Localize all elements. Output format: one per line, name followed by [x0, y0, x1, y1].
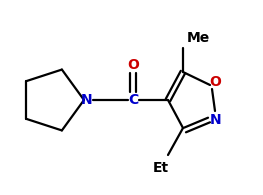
- Text: Me: Me: [186, 31, 210, 45]
- Text: N: N: [81, 93, 93, 107]
- Text: O: O: [209, 75, 221, 89]
- Text: N: N: [210, 113, 222, 127]
- Text: O: O: [127, 58, 139, 72]
- Text: C: C: [128, 93, 138, 107]
- Text: Et: Et: [153, 161, 169, 175]
